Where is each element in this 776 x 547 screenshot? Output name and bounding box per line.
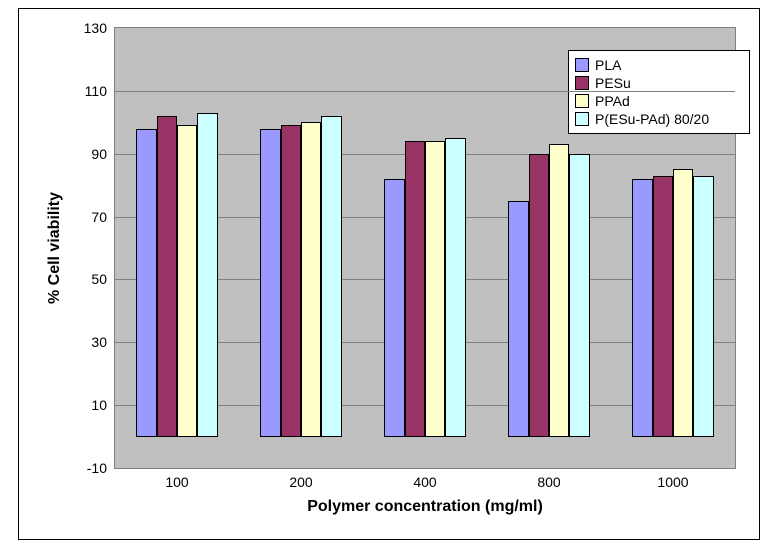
legend: PLA PESu PPAd P(ESu-PAd) 80/20 xyxy=(568,50,750,134)
x-tick-label: 1000 xyxy=(657,474,688,490)
legend-label: PLA xyxy=(595,57,621,73)
y-tick-label: 50 xyxy=(91,271,107,287)
bar xyxy=(693,176,713,437)
y-tick-label: 10 xyxy=(91,397,107,413)
gridline xyxy=(115,91,735,92)
x-tick-label: 400 xyxy=(413,474,436,490)
legend-swatch xyxy=(575,112,589,126)
bar xyxy=(177,125,197,436)
bar xyxy=(632,179,652,437)
bar xyxy=(425,141,445,436)
y-tick-label: 110 xyxy=(85,83,107,99)
bar xyxy=(136,129,156,437)
legend-label: PPAd xyxy=(595,93,630,109)
bar xyxy=(405,141,425,436)
legend-label: PESu xyxy=(595,75,631,91)
legend-item: PLA xyxy=(575,57,743,73)
bar xyxy=(508,201,528,437)
plot-area: % Cell viability Polymer concentration (… xyxy=(114,27,736,469)
y-tick-label: 70 xyxy=(91,209,107,225)
bar xyxy=(653,176,673,437)
bar xyxy=(673,169,693,436)
bar xyxy=(529,154,549,437)
bar xyxy=(197,113,217,437)
y-tick-label: 30 xyxy=(91,334,107,350)
x-tick-label: 200 xyxy=(289,474,312,490)
bar xyxy=(301,122,321,436)
chart-frame: % Cell viability Polymer concentration (… xyxy=(18,8,760,540)
legend-swatch xyxy=(575,76,589,90)
legend-item: PESu xyxy=(575,75,743,91)
bar xyxy=(549,144,569,436)
y-tick-label: 130 xyxy=(84,20,107,36)
bar xyxy=(445,138,465,437)
bar xyxy=(321,116,341,437)
bar xyxy=(260,129,280,437)
legend-item: PPAd xyxy=(575,93,743,109)
x-tick-label: 800 xyxy=(537,474,560,490)
x-tick-label: 100 xyxy=(165,474,188,490)
bar xyxy=(157,116,177,437)
legend-label: P(ESu-PAd) 80/20 xyxy=(595,111,709,127)
legend-swatch xyxy=(575,58,589,72)
bar xyxy=(281,125,301,436)
legend-item: P(ESu-PAd) 80/20 xyxy=(575,111,743,127)
y-tick-label: 90 xyxy=(91,146,107,162)
bar xyxy=(569,154,589,437)
y-axis-label: % Cell viability xyxy=(46,192,64,304)
bar xyxy=(384,179,404,437)
x-axis-label: Polymer concentration (mg/ml) xyxy=(307,498,543,516)
y-tick-label: -10 xyxy=(87,460,107,476)
legend-swatch xyxy=(575,94,589,108)
